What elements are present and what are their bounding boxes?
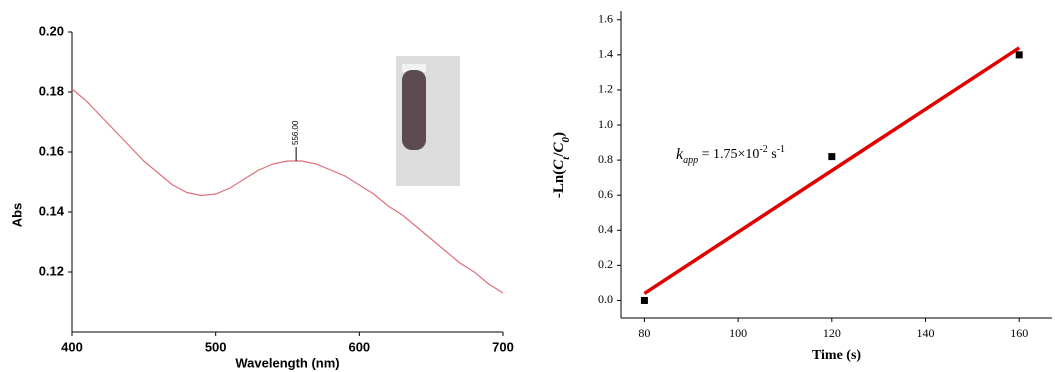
y-tick-label: 0.8 xyxy=(598,152,613,166)
rate-annotation-part: -2 xyxy=(759,144,767,155)
y-tick-label: 0.2 xyxy=(598,257,613,271)
y-tick-label: 0.12 xyxy=(39,263,64,278)
x-axis-label: Time (s) xyxy=(812,348,861,363)
y-axis-label-part: C xyxy=(551,141,567,152)
y-tick-label: 0.6 xyxy=(598,187,613,201)
y-axis-label: Abs xyxy=(9,203,24,228)
y-tick-label: 1.2 xyxy=(598,82,613,96)
y-tick-label: 0.4 xyxy=(598,222,613,236)
x-tick-label: 120 xyxy=(823,326,841,340)
x-tick-label: 160 xyxy=(1010,326,1028,340)
y-tick-label: 0.18 xyxy=(39,83,64,98)
y-tick-label: 1.6 xyxy=(598,12,613,26)
y-axis-label: -Ln(Ct/C0) xyxy=(551,132,571,198)
data-point xyxy=(828,153,836,161)
fit-line xyxy=(643,46,1021,295)
data-point xyxy=(640,296,648,304)
x-tick-label: 700 xyxy=(492,339,514,354)
absorbance-chart: 0.12 0.14 0.16 0.18 0.20 400 500 600 700 Waveleng… xyxy=(9,23,513,370)
rate-annotation: kapp = 1.75×10-2 s-1 xyxy=(676,144,785,166)
y-axis-label-part: 0 xyxy=(560,136,572,142)
y-axis-label-part: ) xyxy=(551,132,567,137)
x-tick-label: 100 xyxy=(729,326,747,340)
kinetics-chart: 0.0 0.2 0.4 0.6 0.8 1.0 1.2 1.4 1.6 80 100 120 140 16… xyxy=(551,11,1052,363)
y-axis-label-part: t xyxy=(560,156,572,160)
y-axis-label-part: C xyxy=(551,159,567,170)
x-axis-label: Wavelength (nm) xyxy=(235,355,339,370)
rate-annotation-part: app xyxy=(683,155,698,166)
y-tick-label: 1.0 xyxy=(598,117,613,131)
y-tick-label: 0.16 xyxy=(39,143,64,158)
y-tick-label: 1.4 xyxy=(598,47,613,61)
y-tick-label: 0.14 xyxy=(39,203,65,218)
cuvette-liquid xyxy=(402,70,426,150)
y-tick-label: 0.20 xyxy=(39,23,64,38)
peak-label: 556.00 xyxy=(291,120,300,145)
y-tick-label: 0.0 xyxy=(598,292,613,306)
x-tick-label: 80 xyxy=(638,326,650,340)
rate-annotation-part: -1 xyxy=(777,144,785,155)
x-tick-label: 140 xyxy=(917,326,935,340)
rate-annotation-part: = 1.75×10 xyxy=(698,147,759,162)
cuvette-top xyxy=(402,64,426,72)
spectrum-line xyxy=(71,88,504,294)
x-tick-label: 500 xyxy=(205,339,227,354)
rate-annotation-part: s xyxy=(768,147,777,162)
y-axis-label-part: -Ln( xyxy=(551,170,567,198)
data-point xyxy=(1015,51,1023,59)
x-tick-label: 400 xyxy=(61,339,83,354)
x-tick-label: 600 xyxy=(348,339,370,354)
y-axis-label-part: / xyxy=(551,152,567,158)
rate-annotation-part: k xyxy=(676,146,684,163)
